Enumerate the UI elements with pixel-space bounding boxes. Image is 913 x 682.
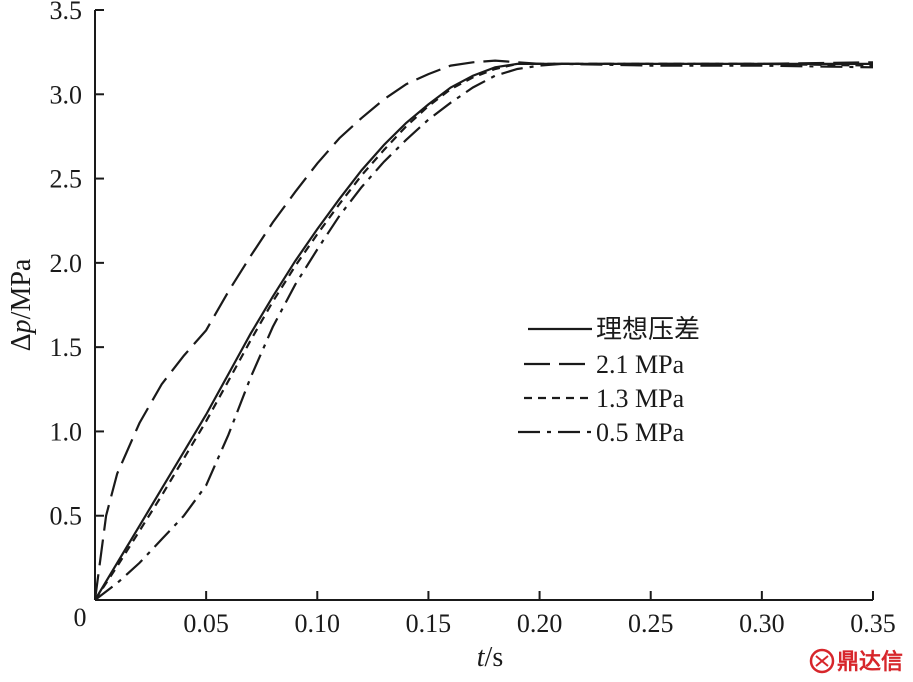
x-tick-label: 0.20 (517, 609, 563, 638)
y-tick-label: 2.0 (50, 249, 83, 278)
y-axis-title-prefix: Δ (6, 333, 37, 351)
x-tick-label: 0.10 (295, 609, 341, 638)
series-line-3 (94, 62, 874, 601)
x-tick-label: 0.05 (183, 609, 229, 638)
x-axis-title-unit: /s (485, 642, 504, 673)
watermark-seal-mark (815, 655, 829, 667)
x-tick-label: 0.25 (628, 609, 674, 638)
y-tick-label: 0.5 (50, 502, 83, 531)
legend-label-3: 0.5 MPa (596, 418, 685, 447)
y-axis-title-unit: /MPa (6, 258, 37, 319)
legend: 理想压差 2.1 MPa 1.3 MPa 0.5 MPa (518, 315, 700, 447)
x-tick-label: 0.15 (406, 609, 452, 638)
x-tick-label: 0.35 (850, 609, 896, 638)
legend-label-1: 2.1 MPa (596, 350, 685, 379)
x-axis-title: t/s (477, 642, 503, 673)
y-ticks: 0.5 1.0 1.5 2.0 2.5 3.0 3.5 (50, 0, 104, 531)
y-tick-label: 3.0 (50, 80, 83, 109)
y-tick-label: 3.5 (50, 0, 83, 25)
watermark-seal-icon (809, 648, 835, 674)
origin-label: 0 (74, 603, 87, 632)
legend-label-2: 1.3 MPa (596, 384, 685, 413)
legend-label-0: 理想压差 (596, 315, 700, 344)
y-axis-title-var: p (6, 319, 37, 335)
x-axis-title-var: t (477, 642, 486, 673)
series-group (93, 59, 874, 601)
x-ticks: 0.05 0.10 0.15 0.20 0.25 0.30 0.35 (183, 591, 896, 638)
series-line-0 (94, 62, 873, 601)
y-tick-label: 1.0 (50, 417, 83, 446)
y-tick-label: 1.5 (50, 333, 83, 362)
watermark-logo: 鼎达信 (809, 648, 903, 675)
y-tick-label: 2.5 (50, 165, 83, 194)
x-tick-label: 0.30 (739, 609, 785, 638)
watermark-text: 鼎达信 (837, 649, 903, 675)
series-line-1 (93, 59, 874, 601)
y-axis-title: Δp/MPa (6, 258, 37, 351)
series-line-2 (94, 62, 874, 601)
